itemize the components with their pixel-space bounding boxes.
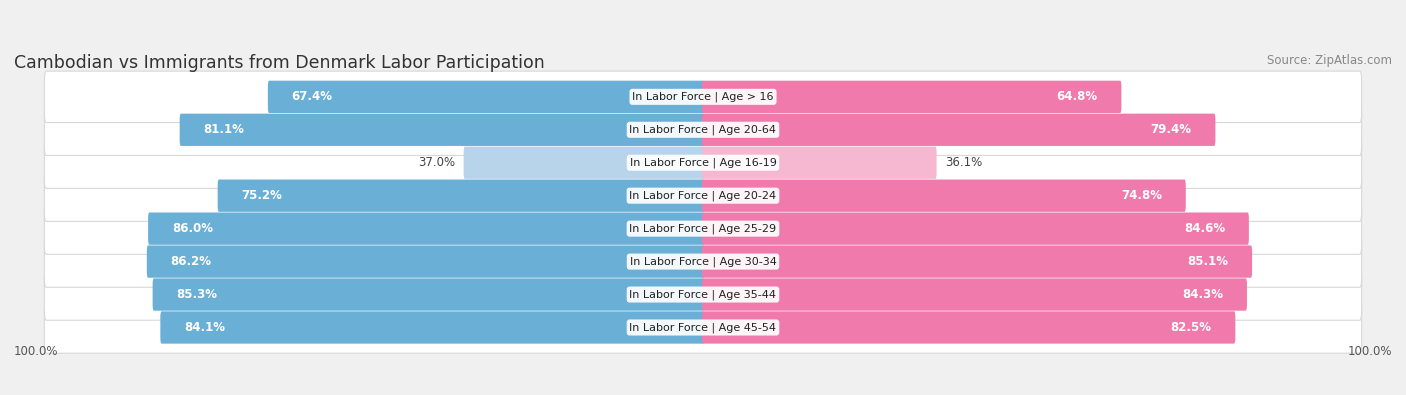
Text: 75.2%: 75.2% [242, 189, 283, 202]
FancyBboxPatch shape [702, 147, 936, 179]
FancyBboxPatch shape [45, 302, 1361, 353]
FancyBboxPatch shape [702, 213, 1249, 245]
FancyBboxPatch shape [45, 269, 1361, 320]
Text: In Labor Force | Age 20-24: In Labor Force | Age 20-24 [630, 190, 776, 201]
Text: In Labor Force | Age 30-34: In Labor Force | Age 30-34 [630, 256, 776, 267]
Text: 100.0%: 100.0% [1347, 345, 1392, 358]
Text: 79.4%: 79.4% [1150, 123, 1192, 136]
Text: 37.0%: 37.0% [418, 156, 456, 169]
Text: In Labor Force | Age 16-19: In Labor Force | Age 16-19 [630, 158, 776, 168]
FancyBboxPatch shape [702, 245, 1253, 278]
Text: In Labor Force | Age > 16: In Labor Force | Age > 16 [633, 92, 773, 102]
FancyBboxPatch shape [464, 147, 704, 179]
Text: 67.4%: 67.4% [291, 90, 333, 103]
FancyBboxPatch shape [45, 137, 1361, 188]
Text: In Labor Force | Age 35-44: In Labor Force | Age 35-44 [630, 289, 776, 300]
Text: 64.8%: 64.8% [1056, 90, 1098, 103]
Text: In Labor Force | Age 45-54: In Labor Force | Age 45-54 [630, 322, 776, 333]
Text: 36.1%: 36.1% [945, 156, 983, 169]
Text: 100.0%: 100.0% [14, 345, 59, 358]
Text: Source: ZipAtlas.com: Source: ZipAtlas.com [1267, 54, 1392, 67]
Text: 85.1%: 85.1% [1188, 255, 1229, 268]
FancyBboxPatch shape [180, 114, 704, 146]
FancyBboxPatch shape [702, 311, 1236, 344]
FancyBboxPatch shape [45, 203, 1361, 254]
Text: 84.6%: 84.6% [1184, 222, 1225, 235]
FancyBboxPatch shape [160, 311, 704, 344]
FancyBboxPatch shape [45, 71, 1361, 122]
Text: In Labor Force | Age 25-29: In Labor Force | Age 25-29 [630, 224, 776, 234]
FancyBboxPatch shape [148, 213, 704, 245]
Text: Cambodian vs Immigrants from Denmark Labor Participation: Cambodian vs Immigrants from Denmark Lab… [14, 54, 544, 72]
Text: 85.3%: 85.3% [176, 288, 218, 301]
Text: In Labor Force | Age 20-64: In Labor Force | Age 20-64 [630, 124, 776, 135]
FancyBboxPatch shape [45, 236, 1361, 287]
Text: 81.1%: 81.1% [204, 123, 245, 136]
FancyBboxPatch shape [702, 278, 1247, 311]
Text: 82.5%: 82.5% [1171, 321, 1212, 334]
Text: 74.8%: 74.8% [1121, 189, 1163, 202]
FancyBboxPatch shape [702, 180, 1185, 212]
FancyBboxPatch shape [702, 81, 1122, 113]
Text: 84.3%: 84.3% [1182, 288, 1223, 301]
Text: 86.0%: 86.0% [172, 222, 212, 235]
FancyBboxPatch shape [702, 114, 1215, 146]
FancyBboxPatch shape [45, 104, 1361, 156]
FancyBboxPatch shape [218, 180, 704, 212]
FancyBboxPatch shape [269, 81, 704, 113]
Text: 84.1%: 84.1% [184, 321, 225, 334]
FancyBboxPatch shape [45, 170, 1361, 221]
Text: 86.2%: 86.2% [170, 255, 211, 268]
Legend:  [697, 357, 709, 367]
FancyBboxPatch shape [153, 278, 704, 311]
FancyBboxPatch shape [146, 245, 704, 278]
